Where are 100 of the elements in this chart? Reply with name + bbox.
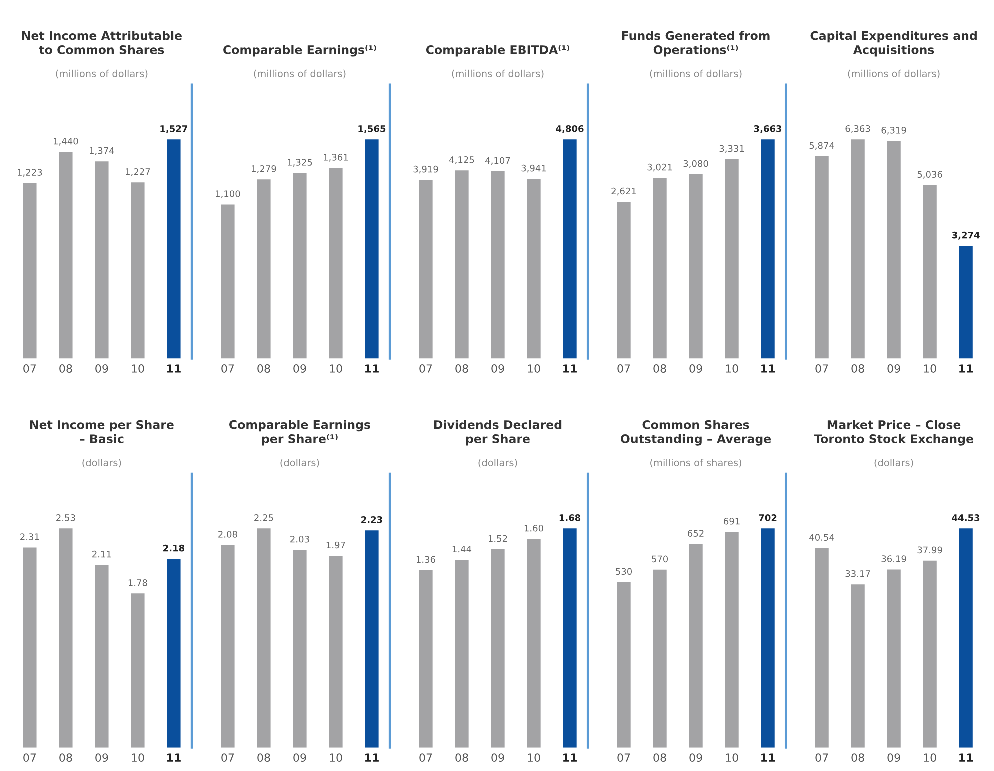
data-label: 1.44 bbox=[452, 546, 472, 553]
bar bbox=[527, 179, 541, 359]
x-tick-label: 08 bbox=[456, 754, 468, 762]
data-label: 4,125 bbox=[450, 156, 474, 164]
x-tick-label: 09 bbox=[690, 364, 702, 373]
bar bbox=[563, 140, 577, 359]
bar bbox=[815, 548, 829, 748]
chart-subtitle: (millions of shares) bbox=[650, 458, 742, 468]
bar bbox=[23, 183, 37, 359]
x-tick-label: 09 bbox=[96, 754, 108, 762]
x-tick-label: 09 bbox=[888, 364, 900, 373]
x-tick-label: 08 bbox=[60, 754, 72, 762]
bar bbox=[293, 173, 307, 359]
bar bbox=[131, 182, 145, 359]
x-tick-label: 09 bbox=[294, 754, 306, 762]
chart-title: Common Shares Outstanding – Average bbox=[620, 420, 772, 446]
bar bbox=[455, 560, 469, 748]
bar bbox=[725, 159, 739, 359]
x-tick-label: 08 bbox=[852, 364, 864, 373]
bar bbox=[95, 162, 109, 359]
chart-subtitle: (millions of dollars) bbox=[56, 70, 148, 79]
bar bbox=[851, 140, 865, 359]
x-tick-label: 08 bbox=[654, 754, 666, 762]
bar bbox=[167, 140, 181, 359]
chart-title: Comparable Earnings⁽¹⁾ bbox=[224, 45, 376, 57]
x-tick-label: 08 bbox=[456, 364, 468, 373]
bar bbox=[653, 570, 667, 748]
data-label: 1,279 bbox=[252, 166, 276, 174]
x-tick-label: 11 bbox=[960, 364, 974, 373]
data-label: 1.36 bbox=[416, 556, 436, 564]
bar bbox=[257, 528, 271, 748]
data-label: 5,874 bbox=[810, 142, 834, 150]
chart-subtitle: (millions of dollars) bbox=[254, 70, 346, 79]
x-tick-label: 11 bbox=[762, 364, 775, 373]
data-label: 2.25 bbox=[254, 514, 274, 522]
chart-subtitle: (dollars) bbox=[478, 458, 518, 468]
bar bbox=[257, 180, 271, 359]
data-label: 1.68 bbox=[560, 514, 581, 522]
data-label: 1,227 bbox=[126, 168, 150, 176]
bar bbox=[95, 565, 109, 748]
bar bbox=[887, 141, 901, 359]
x-tick-label: 09 bbox=[492, 364, 504, 373]
bar bbox=[293, 550, 307, 748]
chart-title: Comparable Earnings per Share⁽¹⁾ bbox=[230, 420, 370, 446]
data-label: 3,080 bbox=[684, 160, 708, 168]
x-tick-label: 11 bbox=[564, 754, 577, 762]
x-tick-label: 11 bbox=[564, 364, 577, 373]
data-label: 4,806 bbox=[556, 125, 584, 134]
bar bbox=[617, 582, 631, 748]
data-label: 1.52 bbox=[488, 535, 508, 542]
data-label: 691 bbox=[724, 518, 740, 525]
x-tick-label: 07 bbox=[618, 754, 630, 762]
data-label: 530 bbox=[616, 568, 632, 576]
x-tick-label: 08 bbox=[852, 754, 864, 762]
chart-title: Capital Expenditures and Acquisitions bbox=[810, 31, 977, 57]
bar bbox=[23, 548, 37, 748]
chart-subtitle: (millions of dollars) bbox=[452, 70, 544, 79]
bar bbox=[959, 246, 973, 359]
data-label: 1,325 bbox=[288, 159, 312, 167]
x-tick-label: 10 bbox=[726, 364, 738, 373]
data-label: 570 bbox=[652, 556, 668, 563]
chart-title: Market Price – Close Toronto Stock Exchange bbox=[814, 420, 974, 446]
data-label: 2.18 bbox=[164, 544, 185, 552]
data-label: 1,565 bbox=[358, 125, 386, 134]
data-label: 2.03 bbox=[290, 536, 310, 543]
x-tick-label: 07 bbox=[222, 364, 234, 373]
x-tick-label: 08 bbox=[258, 754, 270, 762]
x-tick-label: 07 bbox=[222, 754, 234, 762]
x-tick-label: 09 bbox=[690, 754, 702, 762]
data-label: 33.17 bbox=[846, 570, 870, 578]
bar bbox=[329, 556, 343, 748]
chart-title: Dividends Declared per Share bbox=[434, 420, 562, 446]
x-tick-label: 07 bbox=[420, 754, 432, 762]
x-tick-label: 07 bbox=[24, 364, 36, 373]
data-label: 4,107 bbox=[486, 157, 510, 166]
bar bbox=[689, 174, 703, 359]
bar bbox=[725, 532, 739, 748]
bar bbox=[761, 528, 775, 748]
bar bbox=[761, 140, 775, 359]
data-label: 1,361 bbox=[324, 154, 348, 162]
chart-subtitle: (dollars) bbox=[82, 458, 122, 468]
bar bbox=[923, 560, 937, 748]
chart-subtitle: (millions of dollars) bbox=[848, 70, 940, 79]
x-tick-label: 11 bbox=[960, 754, 974, 762]
data-label: 44.53 bbox=[952, 514, 980, 522]
chart-title: Net Income per Share – Basic bbox=[30, 420, 174, 444]
data-label: 2.53 bbox=[56, 514, 76, 522]
x-tick-label: 07 bbox=[24, 754, 36, 762]
x-tick-label: 09 bbox=[96, 364, 108, 373]
chart-title: Comparable EBITDA⁽¹⁾ bbox=[426, 45, 570, 57]
data-label: 37.99 bbox=[918, 546, 942, 554]
bar bbox=[689, 544, 703, 748]
x-tick-label: 10 bbox=[330, 754, 342, 762]
data-label: 6,319 bbox=[882, 126, 906, 135]
x-tick-label: 10 bbox=[924, 364, 936, 373]
data-label: 6,363 bbox=[846, 125, 870, 134]
x-tick-label: 07 bbox=[816, 754, 828, 762]
bar bbox=[851, 584, 865, 748]
data-label: 2,621 bbox=[612, 188, 636, 196]
data-label: 2.11 bbox=[92, 550, 112, 558]
